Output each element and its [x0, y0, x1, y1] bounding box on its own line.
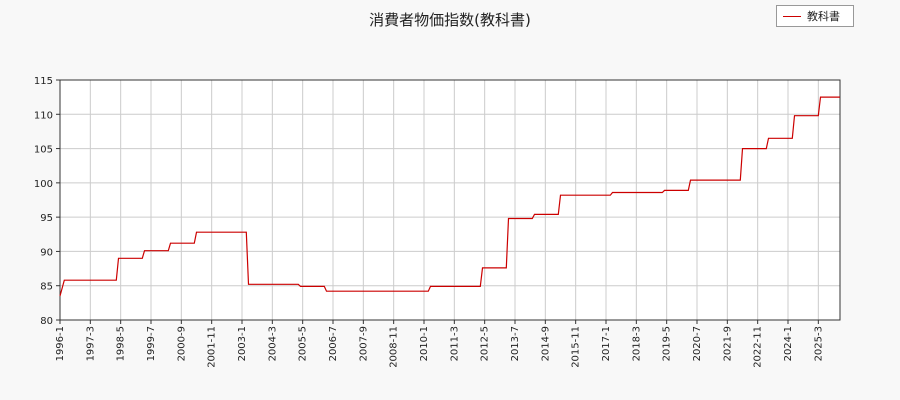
x-tick-label: 2011-3: [449, 326, 460, 361]
x-tick-label: 2006-7: [328, 326, 339, 361]
x-tick-label: 1999-7: [146, 326, 157, 361]
x-tick-label: 2017-1: [601, 326, 612, 361]
y-tick-label: 90: [40, 247, 53, 258]
y-tick-label: 115: [34, 76, 53, 87]
x-tick-label: 2022-11: [753, 326, 764, 368]
y-tick-label: 100: [34, 179, 53, 190]
x-tick-label: 2004-3: [267, 326, 278, 361]
legend-label: 教科書: [807, 10, 840, 23]
x-tick-label: 2021-9: [722, 326, 733, 361]
x-tick-label: 2007-9: [358, 326, 369, 361]
x-tick-label: 2003-1: [237, 326, 248, 361]
x-tick-label: 1998-5: [116, 326, 127, 361]
x-tick-label: 2012-5: [480, 326, 491, 361]
x-tick-label: 2020-7: [692, 326, 703, 361]
legend: 教科書: [776, 5, 854, 27]
x-tick-label: 1996-1: [55, 326, 66, 361]
y-tick-label: 85: [40, 282, 53, 293]
x-tick-label: 2024-1: [783, 326, 794, 361]
x-tick-label: 2005-5: [298, 326, 309, 361]
chart-title: 消費者物価指数(教科書): [369, 11, 531, 29]
x-tick-label: 2018-3: [631, 326, 642, 361]
x-tick-label: 2000-9: [176, 326, 187, 361]
x-tick-label: 2025-3: [813, 326, 824, 361]
x-tick-label: 2001-11: [207, 326, 218, 368]
y-tick-label: 80: [40, 316, 53, 327]
plot-area: [60, 80, 840, 320]
x-tick-label: 2015-11: [571, 326, 582, 368]
x-tick-label: 2019-5: [662, 326, 673, 361]
y-tick-label: 95: [40, 213, 53, 224]
series-line: [59, 96, 840, 297]
plot-border: [59, 79, 841, 321]
x-tick-label: 2013-7: [510, 326, 521, 361]
x-tick-label: 2014-9: [540, 326, 551, 361]
y-tick-label: 105: [34, 145, 53, 156]
legend-swatch: [783, 15, 801, 17]
y-tick-label: 110: [34, 110, 53, 121]
x-tick-label: 2008-11: [389, 326, 400, 368]
x-tick-label: 1997-3: [85, 326, 96, 361]
x-tick-label: 2010-1: [419, 326, 430, 361]
